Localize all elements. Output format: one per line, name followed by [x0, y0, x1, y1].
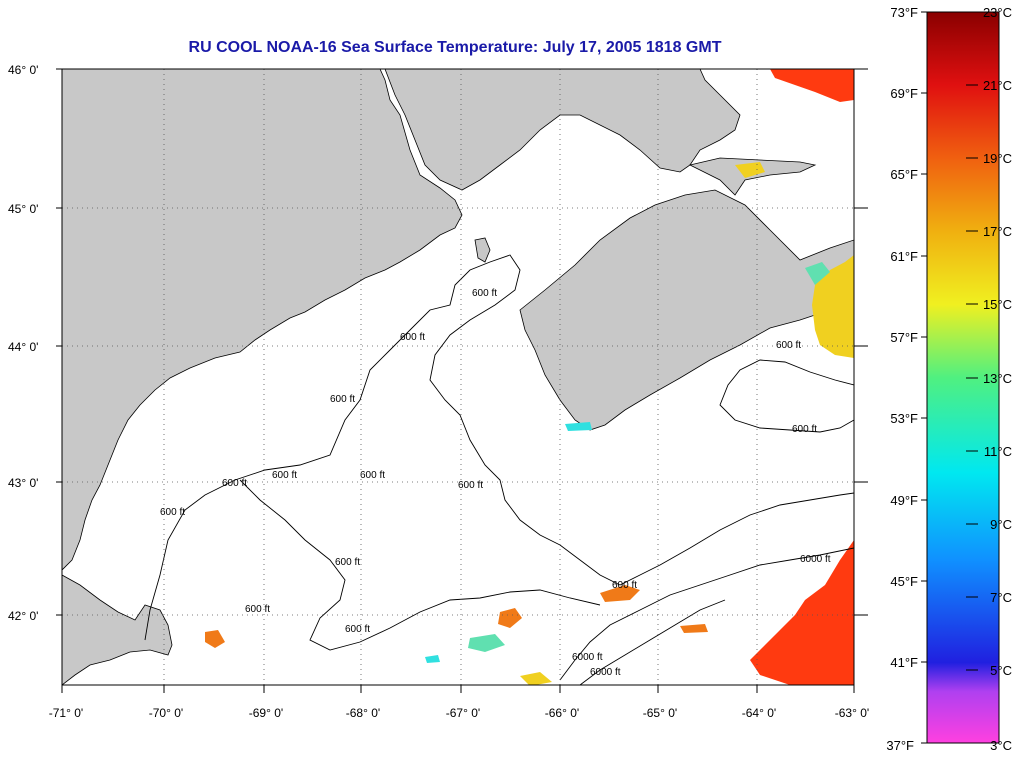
- colorbar-f-label: 45°F: [890, 574, 918, 589]
- land-grandmanan: [474, 237, 491, 263]
- sst-orange-patch-2: [600, 585, 640, 602]
- sst-orange-patch-3: [205, 630, 225, 648]
- grid-lines: [62, 69, 854, 685]
- colorbar-c-label: 17°C: [983, 224, 1012, 239]
- contour-label: 600 ft: [612, 580, 637, 591]
- contour-label: 6000 ft: [590, 667, 621, 678]
- colorbar-f-label: 49°F: [890, 493, 918, 508]
- sst-warm-patch-southeast: [750, 540, 854, 685]
- colorbar-c-label: 19°C: [983, 151, 1012, 166]
- contour-label: 600 ft: [458, 480, 483, 491]
- contour-label: 600 ft: [160, 507, 185, 518]
- contour-label: 6000 ft: [800, 554, 831, 565]
- contour-label: 6000 ft: [572, 652, 603, 663]
- contour-600ft-inner: [239, 479, 601, 651]
- sst-teal-patch-east: [805, 262, 830, 285]
- lon-label: -71° 0': [49, 706, 83, 720]
- lon-label: -67° 0': [446, 706, 480, 720]
- lon-label: -70° 0': [149, 706, 183, 720]
- map-title: RU COOL NOAA-16 Sea Surface Temperature:…: [189, 39, 722, 56]
- contour-label: 600 ft: [335, 557, 360, 568]
- colorbar-f-label: 73°F: [890, 5, 918, 20]
- contour-label: 600 ft: [330, 394, 355, 405]
- contour-600ft-east: [719, 359, 854, 433]
- colorbar-c-label: 11°C: [984, 444, 1012, 459]
- colorbar-f-label: 69°F: [890, 86, 918, 101]
- contour-6000ft: [559, 547, 854, 681]
- lon-label: -64° 0': [742, 706, 776, 720]
- sst-yellow-patch-bayoffundy: [735, 162, 765, 178]
- lat-label: 45° 0': [8, 202, 38, 216]
- colorbar-f-label: 41°F: [890, 655, 918, 670]
- land-maine-newengland: [62, 69, 463, 571]
- sst-orange-patch-1: [498, 608, 522, 628]
- sst-yellow-patch-south: [520, 672, 552, 685]
- sst-cyan-patch-1: [565, 422, 592, 431]
- lat-label: 43° 0': [8, 476, 38, 490]
- contour-6000ft-lower: [579, 599, 726, 685]
- colorbar-f-label: 37°F: [886, 738, 914, 753]
- contour-label: 600 ft: [272, 470, 297, 481]
- contour-label: 600 ft: [345, 624, 370, 635]
- land-pei-capebreton: [688, 157, 817, 196]
- contour-label: 600 ft: [360, 470, 385, 481]
- lat-label: 42° 0': [8, 609, 38, 623]
- land-capecod: [62, 574, 173, 685]
- contour-label: 600 ft: [792, 424, 817, 435]
- sst-yellow-patch-east: [812, 255, 854, 358]
- colorbar-c-label: 5°C: [990, 663, 1012, 678]
- colorbar-c-label: 13°C: [983, 371, 1012, 386]
- colorbar: [926, 11, 1000, 744]
- land-newbrunswick: [384, 69, 741, 191]
- axis-ticks: [56, 68, 868, 693]
- sst-warm-patch-northeast: [770, 69, 854, 102]
- contour-label: 600 ft: [472, 288, 497, 299]
- sst-teal-patch-south: [468, 634, 505, 652]
- sst-orange-patch-4: [680, 624, 708, 633]
- colorbar-f-label: 53°F: [890, 411, 918, 426]
- colorbar-ticks: [921, 11, 978, 744]
- contour-600ft-gulf: [144, 254, 854, 641]
- lon-label: -65° 0': [643, 706, 677, 720]
- contour-label: 600 ft: [245, 604, 270, 615]
- colorbar-c-label: 23°C: [983, 5, 1012, 20]
- colorbar-c-label: 9°C: [990, 517, 1012, 532]
- contour-label: 600 ft: [776, 340, 801, 351]
- lon-label: -68° 0': [346, 706, 380, 720]
- plot-frame: [61, 68, 855, 686]
- colorbar-c-label: 15°C: [983, 297, 1012, 312]
- contour-label: 600 ft: [400, 332, 425, 343]
- colorbar-f-label: 65°F: [890, 167, 918, 182]
- colorbar-f-label: 57°F: [890, 330, 918, 345]
- lat-label: 46° 0': [8, 63, 38, 77]
- lon-label: -66° 0': [545, 706, 579, 720]
- lon-label: -69° 0': [249, 706, 283, 720]
- colorbar-c-label: 7°C: [990, 590, 1012, 605]
- colorbar-f-label: 61°F: [890, 249, 918, 264]
- contour-label: 600 ft: [222, 478, 247, 489]
- sst-cyan-patch-2: [425, 655, 440, 663]
- lat-label: 44° 0': [8, 340, 38, 354]
- colorbar-c-label: 3°C: [990, 738, 1012, 753]
- lon-label: -63° 0': [835, 706, 869, 720]
- colorbar-c-label: 21°C: [983, 78, 1012, 93]
